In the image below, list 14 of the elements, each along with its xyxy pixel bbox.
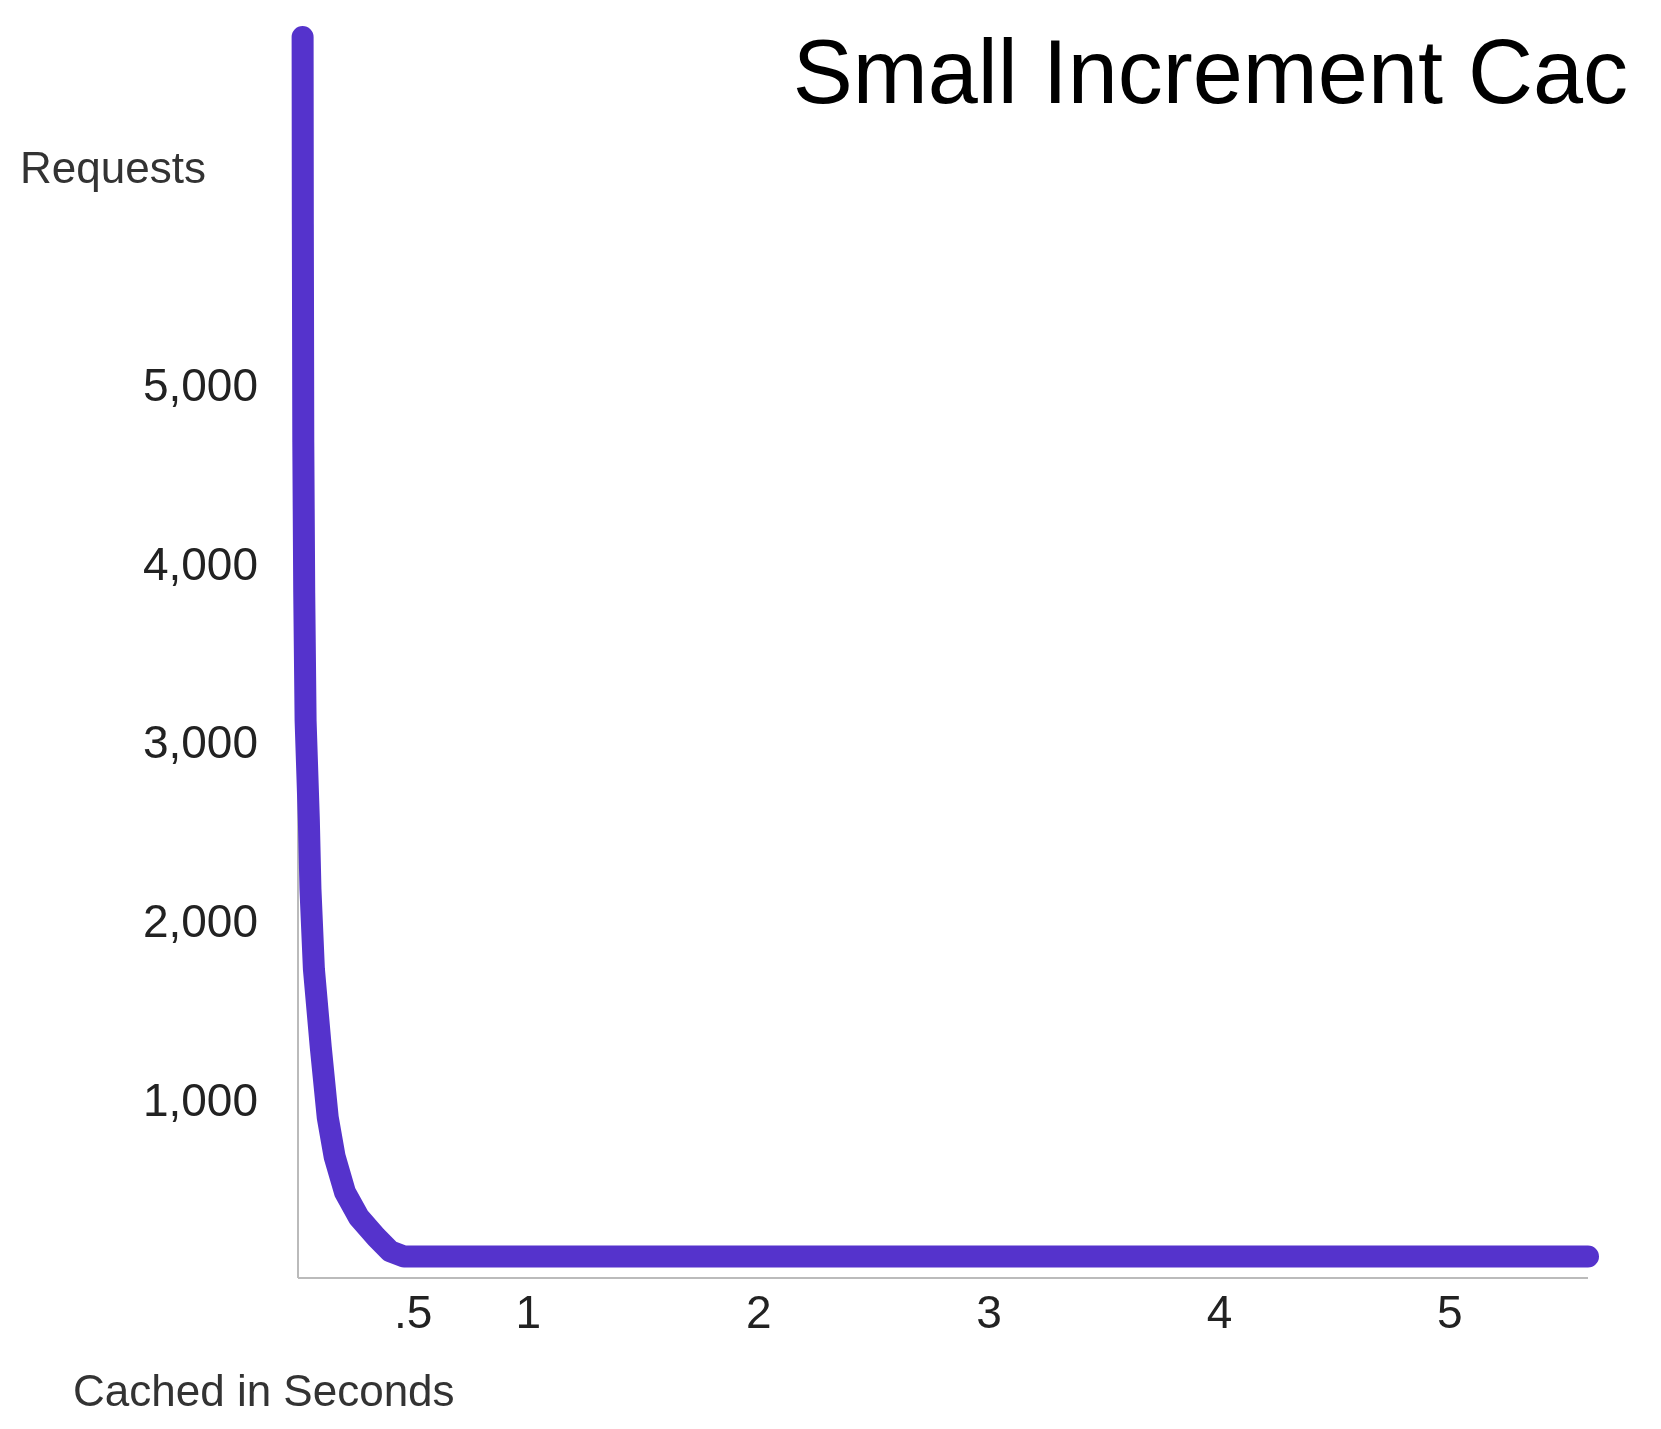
x-axis-title: Cached in Seconds — [73, 1366, 455, 1415]
y-axis-title: Requests — [20, 143, 206, 192]
x-tick-label: 4 — [1206, 1286, 1233, 1338]
x-tick-label: 3 — [976, 1286, 1002, 1338]
x-tick-label: .5 — [393, 1286, 433, 1338]
y-tick-label: 5,000 — [142, 359, 258, 412]
chart-title: Small Increment Cac — [792, 22, 1628, 122]
x-tick-label: 5 — [1436, 1286, 1463, 1338]
x-tick-label: 1 — [515, 1286, 542, 1338]
x-tick-label: 2 — [745, 1286, 772, 1338]
y-tick-label: 1,000 — [142, 1073, 258, 1126]
y-tick-label: 3,000 — [142, 716, 258, 769]
y-tick-label: 2,000 — [142, 894, 258, 947]
y-tick-label: 4,000 — [142, 537, 258, 590]
